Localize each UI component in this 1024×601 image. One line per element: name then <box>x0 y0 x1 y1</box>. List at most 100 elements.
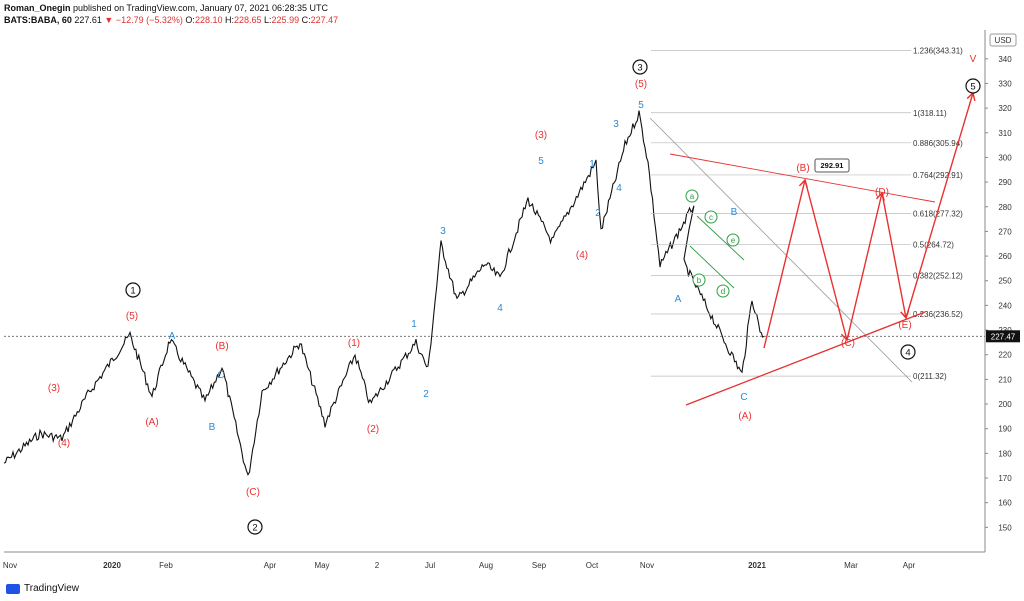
blue-wave-label: B <box>209 422 216 433</box>
green-wave-circle <box>704 210 718 224</box>
red-wave-label: (4) <box>58 438 70 449</box>
blue-wave-label: 1 <box>589 159 595 170</box>
footer: TradingView <box>6 583 79 594</box>
blue-wave-label: A <box>675 294 682 305</box>
x-tick-label: May <box>314 561 329 570</box>
published-info: published on TradingView.com, January 07… <box>73 3 329 13</box>
x-tick-label: 2 <box>375 561 380 570</box>
projection-arrowhead <box>900 310 910 320</box>
blue-wave-label: 5 <box>638 100 644 111</box>
red-wave-label: (3) <box>535 130 547 141</box>
low-value: 225.99 <box>271 15 300 25</box>
fib-level-label: 1(318.11) <box>913 109 947 118</box>
x-tick-label: Feb <box>159 561 173 570</box>
red-wave-label: (C) <box>246 487 260 498</box>
blue-wave-label: C <box>217 370 224 381</box>
x-tick-label: Apr <box>264 561 277 570</box>
author-name[interactable]: Roman_Onegin <box>4 3 71 13</box>
fib-level-label: 0.5(264.72) <box>913 240 954 249</box>
abcde-upper-line <box>696 215 745 261</box>
red-wave-label: (1) <box>348 338 360 349</box>
projection-arrowhead <box>798 178 808 188</box>
projection-path <box>763 92 974 349</box>
currency-label: USD <box>995 36 1012 45</box>
fib-level-label: 0(211.32) <box>913 372 947 381</box>
red-wave-label: (2) <box>367 424 379 435</box>
red-wave-label: (B) <box>215 341 228 352</box>
price-note-badge <box>814 158 850 173</box>
wave-circle-text: 4 <box>905 348 910 359</box>
wave-circle-label <box>965 78 981 94</box>
wave-circle-text: 3 <box>637 63 642 74</box>
y-tick-label: 270 <box>998 227 1012 236</box>
y-tick-label: 280 <box>998 203 1012 212</box>
x-tick-label: Nov <box>3 561 17 570</box>
wave-circle-label <box>247 519 263 535</box>
red-wave-label: (A) <box>145 417 158 428</box>
price-change: −12.79 (−5.32%) <box>115 15 183 25</box>
y-tick-label: 310 <box>998 129 1012 138</box>
blue-wave-label: B <box>731 207 738 218</box>
red-wave-label: (D) <box>875 187 889 198</box>
wave-circle-label <box>125 282 141 298</box>
price-series-line <box>3 110 765 476</box>
y-tick-label: 210 <box>998 375 1012 384</box>
abcde-lower-line <box>689 245 735 289</box>
brand-name: TradingView <box>24 583 80 594</box>
y-tick-label: 330 <box>998 79 1012 88</box>
x-tick-label: Jul <box>425 561 435 570</box>
green-wave-text: e <box>731 236 736 245</box>
open-label: O: <box>185 15 195 25</box>
y-tick-label: 300 <box>998 153 1012 162</box>
wave-circle-label <box>900 344 916 360</box>
last-price-label: 227.47 <box>991 332 1016 341</box>
fib-level-label: 0.886(305.94) <box>913 139 963 148</box>
red-wave-label: (A) <box>738 411 751 422</box>
red-wave-label: (E) <box>898 320 911 331</box>
tradingview-logo-icon <box>6 583 20 594</box>
x-tick-label: Apr <box>903 561 916 570</box>
projection-arrowhead <box>875 191 885 201</box>
y-tick-label: 320 <box>998 104 1012 113</box>
projection-arrowhead <box>840 332 850 342</box>
wave-circle-text: 5 <box>970 82 975 93</box>
red-wave-label: (5) <box>126 311 138 322</box>
blue-wave-label: 4 <box>616 183 622 194</box>
fib-level-label: 0.382(252.12) <box>913 272 963 281</box>
fib-trend-line <box>649 117 913 383</box>
close-label: C: <box>301 15 311 25</box>
fib-level-label: 0.618(277.32) <box>913 209 963 218</box>
y-tick-label: 260 <box>998 252 1012 261</box>
x-tick-label: Mar <box>844 561 858 570</box>
green-wave-text: c <box>709 213 713 222</box>
fib-level-label: 0.236(236.52) <box>913 310 963 319</box>
green-wave-circle <box>726 233 740 247</box>
open-value: 228.10 <box>194 15 223 25</box>
green-wave-text: d <box>721 287 725 296</box>
fib-level-label: 0.764(292.91) <box>913 171 963 180</box>
y-tick-label: 200 <box>998 400 1012 409</box>
close-value: 227.47 <box>310 15 339 25</box>
blue-wave-label: 1 <box>411 319 417 330</box>
y-tick-label: 340 <box>998 55 1012 64</box>
low-label: L: <box>264 15 272 25</box>
blue-wave-label: C <box>740 392 747 403</box>
fib-level-label: 1.236(343.31) <box>913 47 963 56</box>
red-wave-label: (5) <box>635 79 647 90</box>
high-label: H: <box>224 15 234 25</box>
price-note-label: 292.91 <box>821 161 844 170</box>
high-value: 228.65 <box>233 15 262 25</box>
y-tick-label: 290 <box>998 178 1012 187</box>
green-wave-circle <box>716 284 730 298</box>
green-wave-text: a <box>690 192 695 201</box>
green-wave-circle <box>692 273 706 287</box>
blue-wave-label: A <box>169 331 176 342</box>
red-wave-label: (B) <box>796 163 809 174</box>
y-tick-label: 170 <box>998 474 1012 483</box>
x-tick-label: Sep <box>532 561 547 570</box>
red-wave-label: (4) <box>576 250 588 261</box>
red-wave-label: (3) <box>48 383 60 394</box>
y-tick-label: 240 <box>998 301 1012 310</box>
x-tick-label: 2020 <box>103 561 121 570</box>
